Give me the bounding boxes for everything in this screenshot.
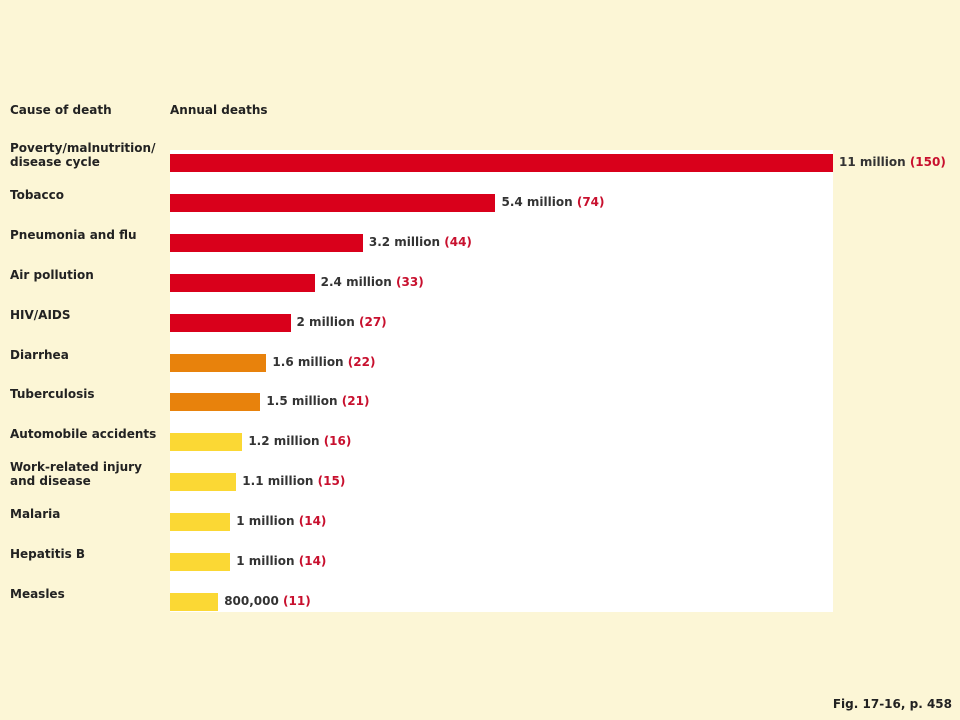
- value-label: 2 million: [296, 314, 355, 329]
- category-label: Work-related injury and disease: [10, 460, 142, 489]
- footnote: Fig. 17-16, p. 458: [832, 697, 952, 711]
- category-header: Cause of death: [10, 103, 112, 117]
- value-label-group: 2 million (27): [297, 315, 387, 329]
- paren-label: (14): [298, 514, 327, 529]
- plot-panel: [170, 150, 833, 612]
- value-label: 1 million: [236, 514, 295, 529]
- paren-label: (21): [341, 394, 370, 409]
- value-label-group: 1 million (14): [236, 514, 326, 528]
- bar: [170, 513, 231, 532]
- bar: [170, 313, 291, 332]
- paren-label: (22): [347, 354, 376, 369]
- category-label: Hepatitis B: [10, 547, 86, 561]
- bar: [170, 193, 496, 212]
- category-label: Air pollution: [10, 267, 94, 282]
- category-label: Pneumonia and flu: [10, 227, 137, 242]
- paren-label: (14): [298, 554, 327, 568]
- bar: [170, 154, 833, 172]
- category-label: HIV/AIDS: [10, 307, 71, 322]
- value-label-group: 1.6 million (22): [272, 355, 375, 369]
- category-label: Measles: [10, 586, 65, 601]
- value-label-group: 11 million (150): [839, 155, 946, 169]
- value-label: 1.6 million: [272, 354, 344, 369]
- bar: [170, 592, 219, 611]
- value-label: 800,000: [224, 593, 279, 608]
- paren-label: (33): [396, 274, 424, 289]
- value-label-group: 1 million (14): [236, 554, 326, 568]
- category-label: Tuberculosis: [10, 387, 95, 402]
- paren-label: (74): [576, 194, 605, 209]
- value-label: 11 million: [839, 155, 906, 169]
- value-label-group: 1.5 million (21): [266, 394, 369, 408]
- paren-label: (16): [323, 434, 352, 449]
- category-label: Tobacco: [10, 187, 64, 202]
- value-label-group: 5.4 million (74): [501, 195, 604, 209]
- value-label-group: 2.4 million (33): [321, 275, 424, 289]
- bar: [170, 353, 267, 372]
- bar: [170, 393, 261, 412]
- value-label-group: 1.1 million (15): [242, 474, 345, 488]
- value-label: 1.1 million: [242, 474, 314, 489]
- bar: [170, 473, 237, 492]
- paren-label: (44): [444, 234, 472, 249]
- paren-label: (27): [359, 314, 387, 329]
- bar: [170, 433, 243, 452]
- paren-label: (11): [283, 593, 311, 608]
- value-label: 1 million: [236, 554, 295, 568]
- value-label: 5.4 million: [501, 194, 573, 209]
- value-label-group: 800,000 (11): [224, 594, 311, 608]
- value-label-group: 1.2 million (16): [248, 434, 351, 448]
- value-label: 1.2 million: [248, 434, 320, 449]
- category-label: Automobile accidents: [10, 427, 157, 442]
- category-label: Poverty/malnutrition/ disease cycle: [10, 141, 156, 169]
- value-label-group: 3.2 million (44): [369, 235, 472, 249]
- category-label: Diarrhea: [10, 347, 69, 362]
- value-label: 2.4 million: [320, 274, 392, 289]
- paren-label: (150): [909, 155, 946, 169]
- value-label: 1.5 million: [266, 394, 338, 409]
- value-label: 3.2 million: [368, 234, 441, 249]
- paren-label: (15): [317, 474, 346, 489]
- bar: [170, 553, 231, 571]
- bar: [170, 273, 315, 292]
- category-label: Malaria: [10, 507, 61, 522]
- bar: [170, 233, 363, 252]
- value-header: Annual deaths: [170, 103, 268, 117]
